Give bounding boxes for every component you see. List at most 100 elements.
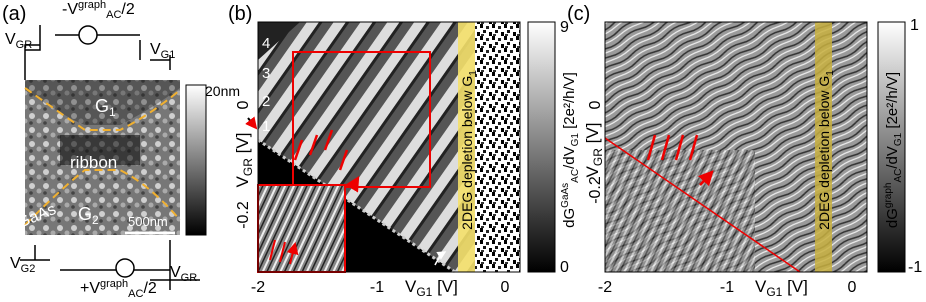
texture [605,150,755,272]
y-tick-label: -0.2 [587,176,604,204]
panel-a [20,25,207,290]
noise-region [475,22,520,272]
text-part: (b) [228,3,252,25]
text-part: V [10,255,21,272]
y-tick-label: -0.2 [235,201,252,229]
text-part: AC [106,9,121,21]
text-part: graph [883,183,894,209]
text-part: 500nm [128,214,168,229]
text-part: -1 [908,259,922,276]
text-part: graph [78,0,106,11]
text-part: 0 [587,100,604,109]
text-part: 3 [262,65,270,82]
text-part: 1 [825,70,836,76]
y-tick-label: 0 [587,100,604,109]
x-tick-label: -2 [598,279,612,296]
text-part: 2 [262,93,270,110]
text-part: -2 [251,279,265,296]
plot-frame [257,21,521,273]
text-part: G1 [893,132,904,146]
text-part: G [95,96,109,116]
depletion-band [815,22,832,272]
colorbar [877,21,906,273]
text-part: [2e²/h/V] [561,72,578,133]
text-part: -1 [720,279,734,296]
text-part: -0.2 [235,201,252,229]
x-tick-label: -1 [370,279,384,296]
colorbar-tick: 1 [910,17,919,34]
text-part: V [755,277,767,296]
level-label: 1 [262,118,270,135]
arrows [646,134,712,185]
text-part: 4 [262,35,270,52]
text-part: -0.2 [587,176,604,204]
panel-b [245,21,556,274]
gate-g1 [25,80,180,125]
text-part: 2DEG depletion below G [816,76,832,230]
text-part: -V [62,1,78,18]
text-part: G1 [570,133,581,147]
text-part: G1 [416,285,432,299]
text-part: [V] [233,133,252,159]
text-part: graph [100,278,128,290]
text-part: 0 [235,100,252,109]
terminal-label: VG2 [10,255,35,275]
text-part: 2DEG depletion below G [459,76,475,230]
ac-source [78,25,98,45]
text-part: G [78,204,92,224]
text-part: dG [884,208,901,228]
text-part: +V [80,280,100,297]
y-tick-label: 0 [235,100,252,109]
panel-label: (c) [567,3,590,25]
text-part: AC [128,288,143,300]
x-tick-label: 0 [501,279,510,296]
panel-label: (a) [2,3,26,25]
x-tick-label: -1 [720,279,734,296]
text-part: (a) [2,3,26,25]
text-part: 2 [92,213,99,227]
colorbar-label: dGgraphAC/dVG1 [2e²/h/V] [883,72,904,228]
text-part: GR [241,158,255,176]
text-part: -2 [598,279,612,296]
edge-line [604,137,801,273]
edge-outline [24,87,181,226]
colorbar [185,84,207,236]
text-part: GR [16,39,33,51]
y-axis-label: VGR [V] [583,123,605,178]
inset-arrows [269,240,295,265]
text-part: G1 [766,285,782,299]
band-annotation: 2DEG depletion below G1 [816,70,836,230]
colorbar-label: 20nm [205,83,240,99]
text-part: 9 [560,19,569,36]
text-part: V [233,175,252,187]
text-part: V [170,264,181,281]
text-part: GR [591,148,605,166]
terminal-label: VGR [170,264,197,284]
band-annotation: 2DEG depletion below G1 [459,70,479,230]
text-part: [V] [432,277,458,296]
text-part: 1 [109,105,116,119]
level-label: 3 [262,65,270,82]
text-part: /dV [884,146,901,169]
colorbar [527,21,556,273]
source-label: +VgraphAC/2 [80,278,157,300]
panel-label: (b) [228,3,252,25]
text-part: [V] [782,277,808,296]
x-tick-label: -2 [251,279,265,296]
text-part: 20nm [205,83,240,99]
plot-frame [604,21,868,273]
y-axis-label: VGR [V] [233,133,255,188]
level-label: 2 [262,93,270,110]
source-label: -VgraphAC/2 [62,0,135,21]
text-part: /2 [143,280,156,297]
text-part: 0 [501,279,510,296]
text-part: dG [561,208,578,228]
text-part: AC [570,169,581,183]
text-part: 1 [910,17,919,34]
circuit-wires [20,25,200,290]
text-part: G1 [161,49,176,61]
ribbon-region [60,135,140,165]
colorbar-tick: 9 [560,19,569,36]
text-part: AC [893,169,904,183]
